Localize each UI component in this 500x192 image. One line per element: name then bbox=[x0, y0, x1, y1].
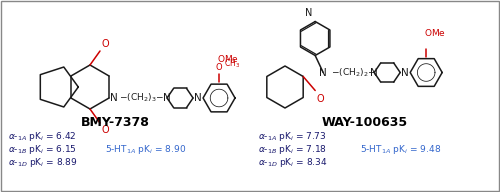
Text: $\alpha$-$_{1A}$ pK$_i$ = 6.42: $\alpha$-$_{1A}$ pK$_i$ = 6.42 bbox=[8, 130, 76, 143]
Text: O: O bbox=[101, 39, 108, 49]
Text: N: N bbox=[110, 93, 118, 103]
Text: N: N bbox=[163, 93, 171, 103]
Text: WAY-100635: WAY-100635 bbox=[322, 116, 408, 129]
Text: N: N bbox=[370, 68, 378, 78]
Text: $\alpha$-$_{1B}$ pK$_i$ = 6.15: $\alpha$-$_{1B}$ pK$_i$ = 6.15 bbox=[8, 143, 77, 156]
Text: N: N bbox=[401, 68, 409, 78]
Text: $\alpha$-$_{1B}$ pK$_i$ = 7.18: $\alpha$-$_{1B}$ pK$_i$ = 7.18 bbox=[258, 143, 327, 156]
Text: $-$(CH$_2)_3$$-$: $-$(CH$_2)_3$$-$ bbox=[119, 92, 164, 104]
Text: O: O bbox=[316, 94, 324, 103]
Text: 5-HT$_{1A}$ pK$_i$ = 9.48: 5-HT$_{1A}$ pK$_i$ = 9.48 bbox=[360, 143, 441, 156]
Text: $\alpha$-$_{1D}$ pK$_i$ = 8.34: $\alpha$-$_{1D}$ pK$_i$ = 8.34 bbox=[258, 156, 328, 169]
Text: N: N bbox=[305, 8, 312, 18]
Text: N: N bbox=[320, 68, 327, 78]
Text: $\alpha$-$_{1D}$ pK$_i$ = 8.89: $\alpha$-$_{1D}$ pK$_i$ = 8.89 bbox=[8, 156, 78, 169]
Text: O: O bbox=[216, 63, 222, 72]
Text: $\alpha$-$_{1A}$ pK$_i$ = 7.73: $\alpha$-$_{1A}$ pK$_i$ = 7.73 bbox=[258, 130, 326, 143]
Text: 5-HT$_{1A}$ pK$_i$ = 8.90: 5-HT$_{1A}$ pK$_i$ = 8.90 bbox=[105, 143, 186, 156]
Text: $\mathregular{OMe}$: $\mathregular{OMe}$ bbox=[424, 27, 446, 39]
Text: O: O bbox=[101, 125, 108, 135]
Text: N: N bbox=[194, 93, 202, 103]
Text: $-$(CH$_2)_2$$-$: $-$(CH$_2)_2$$-$ bbox=[331, 66, 376, 79]
Text: CH$_3$: CH$_3$ bbox=[224, 57, 240, 70]
Text: $\mathregular{OMe}$: $\mathregular{OMe}$ bbox=[217, 53, 239, 64]
Text: BMY-7378: BMY-7378 bbox=[80, 116, 150, 129]
